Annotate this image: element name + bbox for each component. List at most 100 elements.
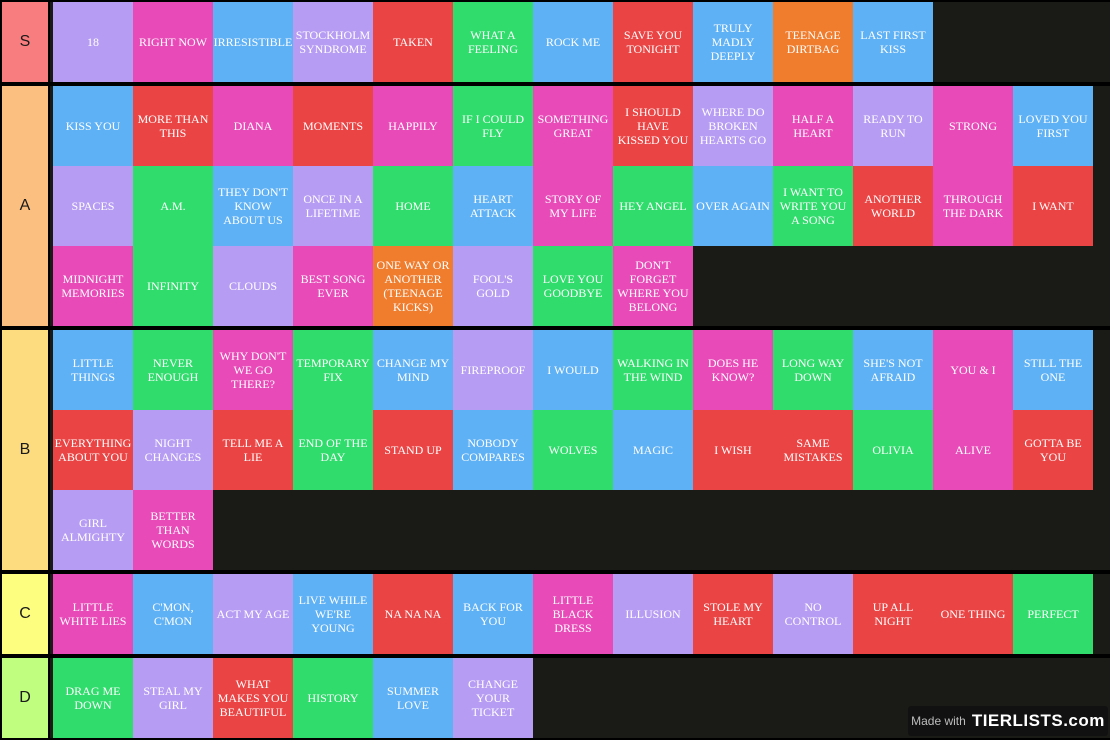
song-tile[interactable]: STOLE MY HEART (693, 574, 773, 654)
song-tile[interactable]: FIREPROOF (453, 330, 533, 410)
song-tile[interactable]: KISS YOU (53, 86, 133, 166)
song-tile[interactable]: STILL THE ONE (1013, 330, 1093, 410)
song-tile[interactable]: 18 (53, 2, 133, 82)
tier-items-b[interactable]: LITTLE THINGS NEVER ENOUGH WHY DON'T WE GO… (50, 330, 1110, 570)
song-tile[interactable]: C'MON, C'MON (133, 574, 213, 654)
song-tile[interactable]: SPACES (53, 166, 133, 246)
song-tile[interactable]: SUMMER LOVE (373, 658, 453, 738)
song-tile[interactable]: ALIVE (933, 410, 1013, 490)
song-tile[interactable]: HEART ATTACK (453, 166, 533, 246)
song-tile[interactable]: LONG WAY DOWN (773, 330, 853, 410)
song-tile[interactable]: GIRL ALMIGHTY (53, 490, 133, 570)
song-tile[interactable]: ONE WAY OR ANOTHER (TEENAGE KICKS) (373, 246, 453, 326)
song-tile[interactable]: MIDNIGHT MEMORIES (53, 246, 133, 326)
song-tile[interactable]: NEVER ENOUGH (133, 330, 213, 410)
song-tile[interactable]: STOCKHOLM SYNDROME (293, 2, 373, 82)
song-tile[interactable]: I WANT (1013, 166, 1093, 246)
song-tile[interactable]: TEMPORARY FIX (293, 330, 373, 410)
song-tile[interactable]: WALKING IN THE WIND (613, 330, 693, 410)
tier-items-d[interactable]: DRAG ME DOWN STEAL MY GIRL WHAT MAKES YOU … (50, 658, 1110, 738)
tier-label-b[interactable]: B (0, 330, 50, 570)
song-tile[interactable]: LAST FIRST KISS (853, 2, 933, 82)
song-tile[interactable]: HEY ANGEL (613, 166, 693, 246)
song-tile[interactable]: I WANT TO WRITE YOU A SONG (773, 166, 853, 246)
song-tile[interactable]: EVERYTHING ABOUT YOU (53, 410, 133, 490)
song-tile[interactable]: CHANGE YOUR TICKET (453, 658, 533, 738)
song-tile[interactable]: STAND UP (373, 410, 453, 490)
song-tile[interactable]: ROCK ME (533, 2, 613, 82)
song-tile[interactable]: MOMENTS (293, 86, 373, 166)
song-tile[interactable]: TAKEN (373, 2, 453, 82)
song-tile[interactable]: WHAT A FEELING (453, 2, 533, 82)
song-tile[interactable]: THROUGH THE DARK (933, 166, 1013, 246)
song-tile[interactable]: I SHOULD HAVE KISSED YOU (613, 86, 693, 166)
song-tile[interactable]: LITTLE THINGS (53, 330, 133, 410)
song-tile[interactable]: UP ALL NIGHT (853, 574, 933, 654)
song-tile[interactable]: HISTORY (293, 658, 373, 738)
song-tile[interactable]: I WOULD (533, 330, 613, 410)
tier-label-c[interactable]: C (0, 574, 50, 654)
song-tile[interactable]: END OF THE DAY (293, 410, 373, 490)
song-tile[interactable]: DON'T FORGET WHERE YOU BELONG (613, 246, 693, 326)
song-tile[interactable]: CHANGE MY MIND (373, 330, 453, 410)
song-tile[interactable]: IRRESISTIBLE (213, 2, 293, 82)
song-tile[interactable]: ANOTHER WORLD (853, 166, 933, 246)
song-tile[interactable]: ONE THING (933, 574, 1013, 654)
song-tile[interactable]: RIGHT NOW (133, 2, 213, 82)
song-tile[interactable]: MAGIC (613, 410, 693, 490)
song-tile[interactable]: TELL ME A LIE (213, 410, 293, 490)
song-tile[interactable]: TRULY MADLY DEEPLY (693, 2, 773, 82)
song-tile[interactable]: BETTER THAN WORDS (133, 490, 213, 570)
song-tile[interactable]: STRONG (933, 86, 1013, 166)
song-tile[interactable]: READY TO RUN (853, 86, 933, 166)
tier-items-c[interactable]: LITTLE WHITE LIES C'MON, C'MON ACT MY AGE L… (50, 574, 1110, 654)
song-tile[interactable]: NA NA NA (373, 574, 453, 654)
song-tile[interactable]: GOTTA BE YOU (1013, 410, 1093, 490)
song-tile[interactable]: LITTLE WHITE LIES (53, 574, 133, 654)
song-tile[interactable]: NOBODY COMPARES (453, 410, 533, 490)
song-tile[interactable]: FOOL'S GOLD (453, 246, 533, 326)
tier-label-s[interactable]: S (0, 2, 50, 82)
song-tile[interactable]: HOME (373, 166, 453, 246)
song-tile[interactable]: WHAT MAKES YOU BEAUTIFUL (213, 658, 293, 738)
song-tile[interactable]: INFINITY (133, 246, 213, 326)
song-tile[interactable]: SOMETHING GREAT (533, 86, 613, 166)
song-tile[interactable]: NIGHT CHANGES (133, 410, 213, 490)
song-tile[interactable]: OVER AGAIN (693, 166, 773, 246)
song-tile[interactable]: SAME MISTAKES (773, 410, 853, 490)
song-tile[interactable]: A.M. (133, 166, 213, 246)
song-tile[interactable]: ILLUSION (613, 574, 693, 654)
song-tile[interactable]: DOES HE KNOW? (693, 330, 773, 410)
song-tile[interactable]: MORE THAN THIS (133, 86, 213, 166)
song-tile[interactable]: STEAL MY GIRL (133, 658, 213, 738)
song-tile[interactable]: STORY OF MY LIFE (533, 166, 613, 246)
song-tile[interactable]: DIANA (213, 86, 293, 166)
song-tile[interactable]: LOVED YOU FIRST (1013, 86, 1093, 166)
song-tile[interactable]: DRAG ME DOWN (53, 658, 133, 738)
song-tile[interactable]: LITTLE BLACK DRESS (533, 574, 613, 654)
song-tile[interactable]: WHY DON'T WE GO THERE? (213, 330, 293, 410)
song-tile[interactable]: HALF A HEART (773, 86, 853, 166)
song-tile[interactable]: SHE'S NOT AFRAID (853, 330, 933, 410)
song-tile[interactable]: WOLVES (533, 410, 613, 490)
song-tile[interactable]: I WISH (693, 410, 773, 490)
song-tile[interactable]: ONCE IN A LIFETIME (293, 166, 373, 246)
song-tile[interactable]: SAVE YOU TONIGHT (613, 2, 693, 82)
song-tile[interactable]: BEST SONG EVER (293, 246, 373, 326)
tierlists-watermark[interactable]: Made with TIERLISTS.com (908, 706, 1108, 736)
song-tile[interactable]: CLOUDS (213, 246, 293, 326)
tier-label-a[interactable]: A (0, 86, 50, 326)
song-tile[interactable]: WHERE DO BROKEN HEARTS GO (693, 86, 773, 166)
song-tile[interactable]: PERFECT (1013, 574, 1093, 654)
song-tile[interactable]: TEENAGE DIRTBAG (773, 2, 853, 82)
song-tile[interactable]: ACT MY AGE (213, 574, 293, 654)
song-tile[interactable]: NO CONTROL (773, 574, 853, 654)
song-tile[interactable]: THEY DON'T KNOW ABOUT US (213, 166, 293, 246)
song-tile[interactable]: LIVE WHILE WE'RE YOUNG (293, 574, 373, 654)
tier-items-a[interactable]: KISS YOU MORE THAN THIS DIANA MOMENTS HAPPIL… (50, 86, 1110, 326)
song-tile[interactable]: YOU & I (933, 330, 1013, 410)
song-tile[interactable]: IF I COULD FLY (453, 86, 533, 166)
song-tile[interactable]: LOVE YOU GOODBYE (533, 246, 613, 326)
tier-items-s[interactable]: 18 RIGHT NOW IRRESISTIBLE STOCKHOLM SYNDROM… (50, 2, 1110, 82)
tier-label-d[interactable]: D (0, 658, 50, 738)
